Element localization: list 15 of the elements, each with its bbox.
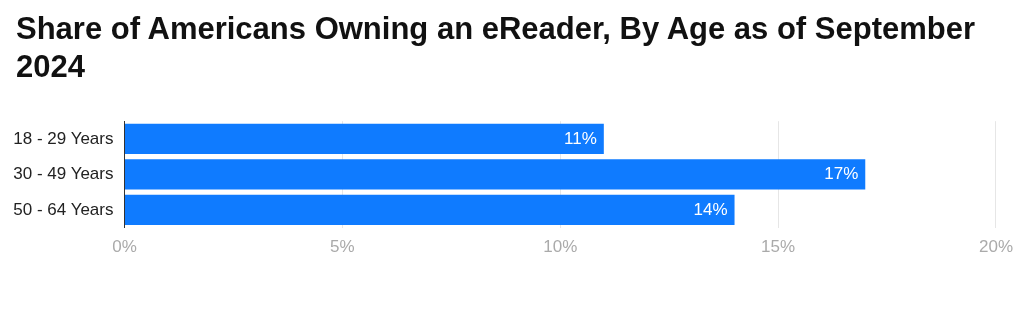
data-label: 17% <box>824 164 859 184</box>
y-tick-label: 30 - 49 Years <box>13 164 114 184</box>
bar <box>125 123 604 155</box>
x-tick-label: 10% <box>543 237 578 257</box>
x-tick-label: 15% <box>761 237 796 257</box>
bar <box>125 194 735 226</box>
y-tick-label: 18 - 29 Years <box>13 128 114 148</box>
x-tick-label: 0% <box>112 237 137 257</box>
chart-title: Share of Americans Owning an eReader, By Age as of September 2024 <box>16 10 976 86</box>
bar <box>125 159 866 190</box>
x-tick-label: 20% <box>978 237 1013 257</box>
x-tick-label: 5% <box>330 237 355 257</box>
data-label: 14% <box>693 199 728 219</box>
data-label: 11% <box>564 128 597 148</box>
y-tick-label: 50 - 64 Years <box>13 199 114 219</box>
